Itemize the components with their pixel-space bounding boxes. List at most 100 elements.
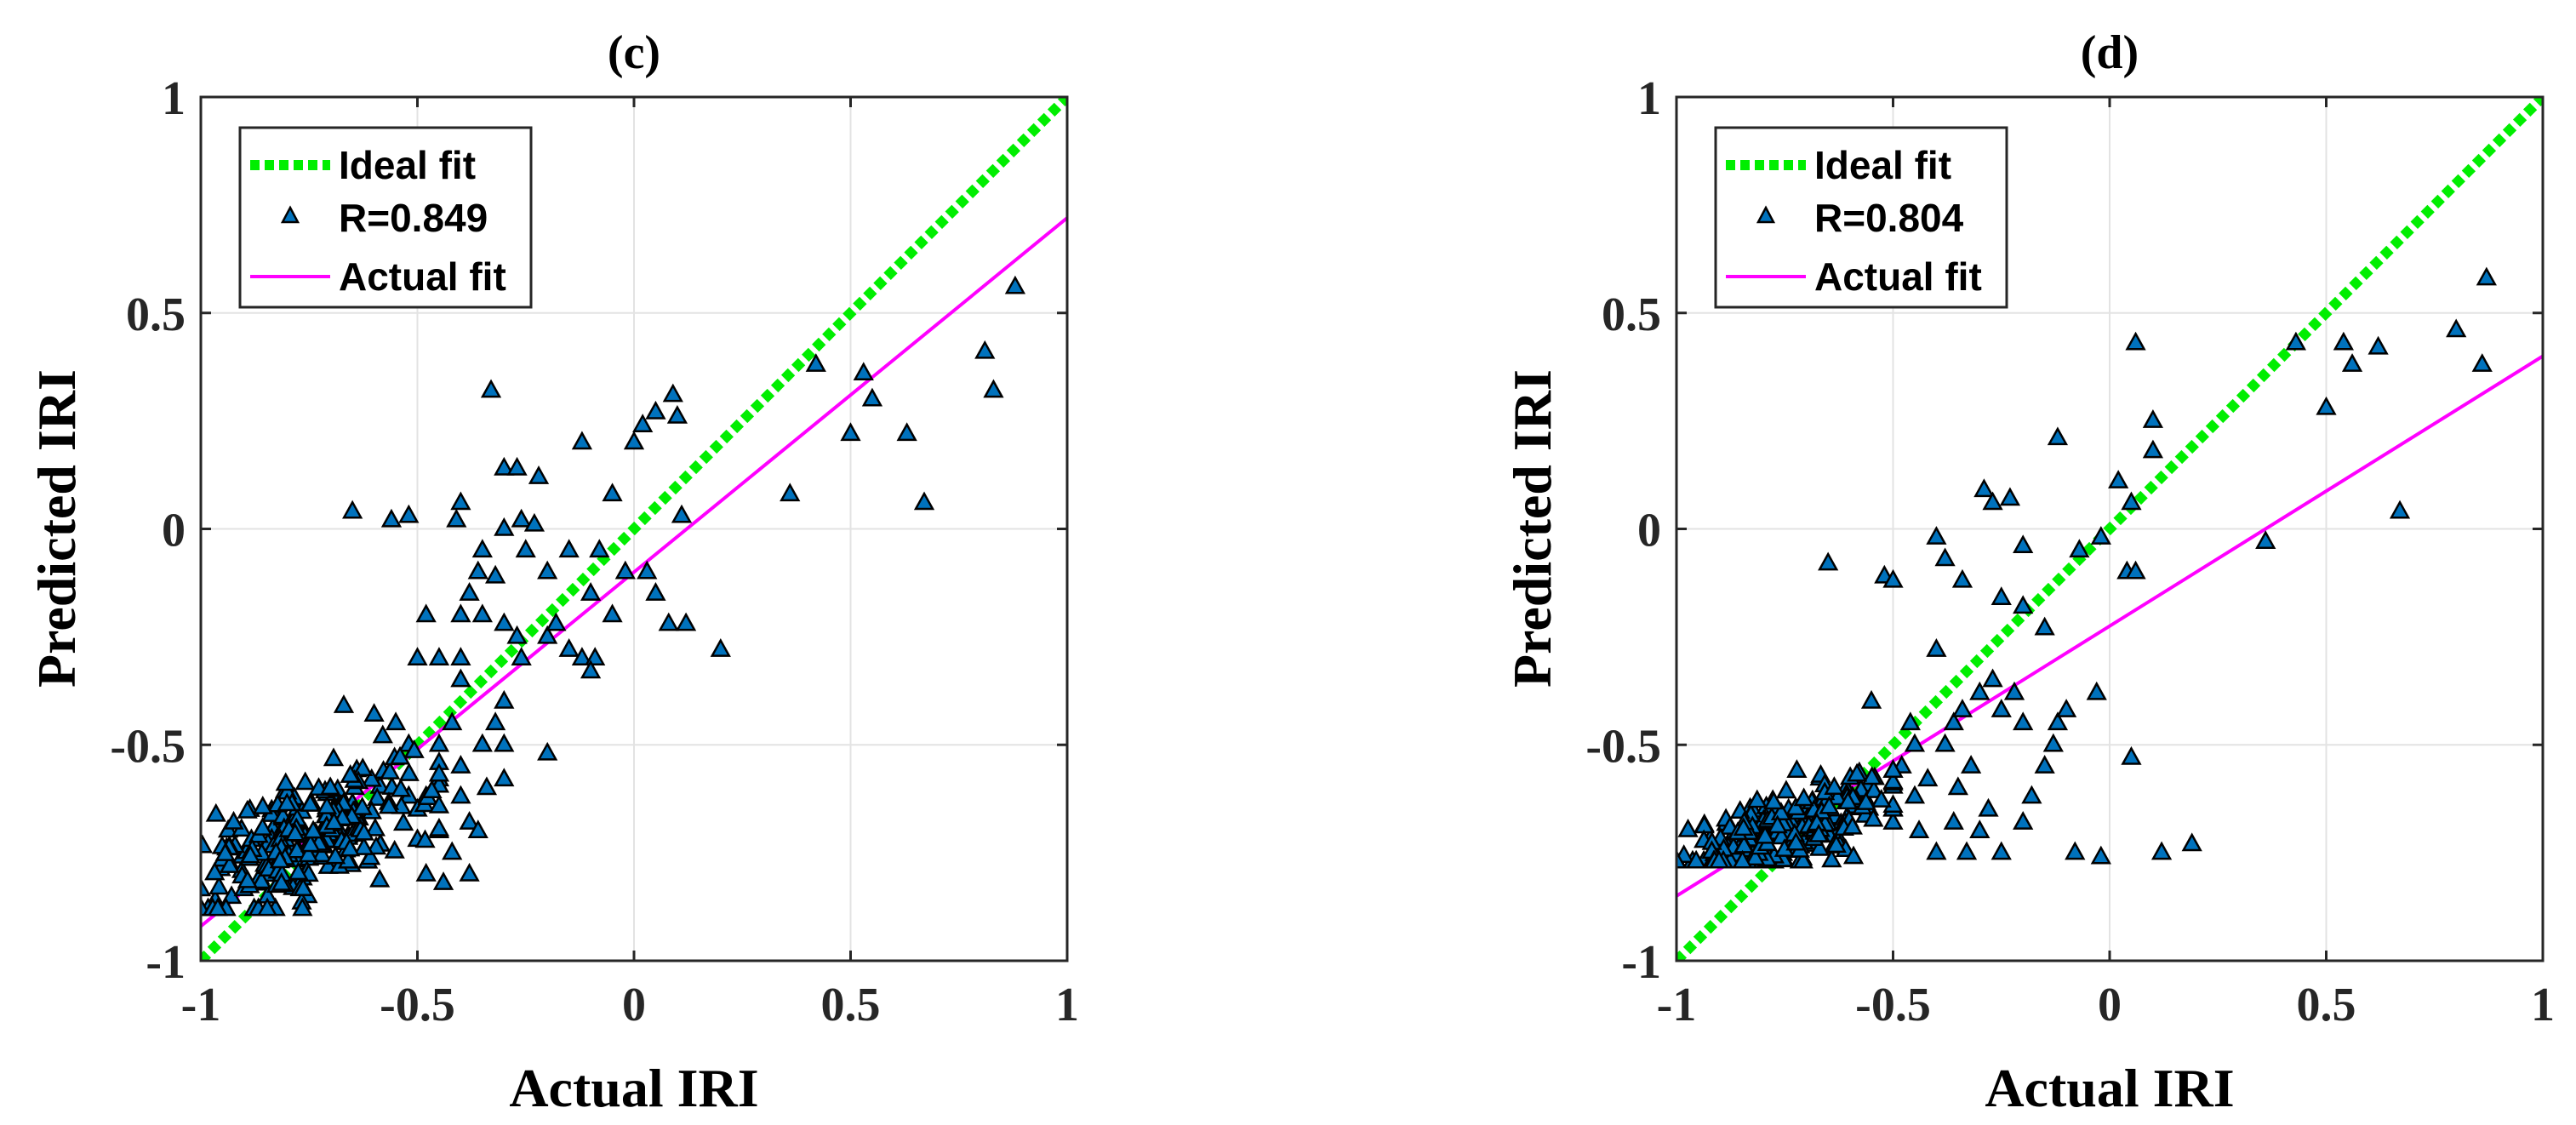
data-point <box>398 762 420 781</box>
data-point <box>1951 699 1973 717</box>
data-point <box>392 812 414 831</box>
data-point <box>780 483 801 502</box>
y-tick-label: 0 <box>162 505 186 557</box>
data-point <box>484 711 506 731</box>
y-tick-label: -0.5 <box>1585 720 1661 773</box>
data-point <box>1860 689 1882 709</box>
data-point <box>2150 841 2173 860</box>
legend-r-value-label: R=0.804 <box>1814 196 1964 240</box>
data-point <box>1991 586 2012 605</box>
data-point <box>1861 766 1882 785</box>
y-tick-label: 0 <box>1637 505 1661 557</box>
data-point <box>300 833 322 853</box>
data-point <box>861 387 883 407</box>
data-point <box>484 564 506 584</box>
data-point <box>340 837 361 857</box>
data-point <box>494 612 515 631</box>
data-point <box>2333 331 2354 351</box>
data-point <box>1969 681 1991 700</box>
data-point <box>1708 849 1730 869</box>
data-point <box>1882 759 1904 778</box>
data-point <box>2013 811 2034 830</box>
data-point <box>208 876 230 895</box>
data-point <box>2034 755 2055 774</box>
data-point <box>1926 526 1947 545</box>
data-point <box>1004 275 1026 294</box>
data-point <box>1775 780 1797 799</box>
legend: Ideal fit R=0.804 Actual fit <box>1714 126 2008 309</box>
y-tick-label: -0.5 <box>110 720 186 773</box>
data-point <box>252 796 273 814</box>
data-point <box>853 362 874 381</box>
chart-title: (d) <box>2081 26 2139 79</box>
data-point <box>515 539 536 558</box>
data-point <box>2021 785 2042 804</box>
data-point <box>974 340 996 359</box>
chart-panel-d: -1 -0.5 0 0.5 1 -1 -0.5 0 0.5 1 (d) Actual IRI Pr… <box>1502 26 2555 1118</box>
data-point <box>415 603 437 623</box>
data-point <box>1943 711 1964 731</box>
x-tick-label: 1 <box>1055 979 1079 1031</box>
data-point <box>2013 711 2034 731</box>
data-point <box>1882 770 1904 790</box>
data-point <box>269 849 290 869</box>
data-point <box>1904 733 1926 752</box>
data-point <box>384 839 405 859</box>
chart-title: (c) <box>608 26 660 79</box>
data-point <box>602 603 623 623</box>
data-point <box>380 508 403 528</box>
x-axis-label: Actual IRI <box>1985 1058 2234 1118</box>
data-point <box>2255 530 2276 549</box>
data-point <box>361 768 382 787</box>
data-point <box>710 638 731 657</box>
data-point <box>511 508 532 528</box>
y-axis-label: Predicted IRI <box>1502 369 1562 688</box>
data-point <box>365 836 387 855</box>
data-point <box>446 508 467 528</box>
legend: Ideal fit R=0.849 Actual fit <box>238 126 533 309</box>
data-point <box>528 465 550 484</box>
data-point <box>2341 353 2363 372</box>
data-point <box>219 854 240 873</box>
data-point <box>471 539 493 558</box>
data-point <box>2047 711 2069 731</box>
data-point <box>476 776 498 796</box>
data-point <box>415 862 437 882</box>
x-axis-label: Actual IRI <box>509 1058 758 1118</box>
data-point <box>494 733 515 752</box>
data-point <box>580 582 602 601</box>
data-point <box>1676 849 1688 869</box>
data-point <box>1999 487 2021 506</box>
data-point <box>302 819 324 839</box>
data-point <box>662 383 683 403</box>
data-point <box>450 755 471 774</box>
data-point <box>2476 266 2497 286</box>
data-point <box>1842 815 1863 835</box>
data-point <box>340 764 361 783</box>
data-point <box>323 811 345 831</box>
data-point <box>428 647 450 665</box>
data-point <box>1863 780 1885 798</box>
data-point <box>571 431 593 450</box>
legend-points-marker <box>280 205 300 224</box>
data-point <box>342 500 363 519</box>
data-point <box>442 711 463 731</box>
data-point <box>537 560 558 580</box>
scatter-points <box>1676 266 2497 869</box>
data-point <box>293 877 314 896</box>
data-point <box>450 668 471 688</box>
legend-points-marker <box>1756 205 1776 224</box>
data-point <box>323 747 345 767</box>
data-point <box>1685 849 1707 869</box>
data-point <box>1956 841 1978 860</box>
data-point <box>292 897 313 917</box>
data-point <box>351 797 373 815</box>
data-point <box>494 768 515 787</box>
x-tick-label: 0 <box>2098 979 2122 1031</box>
data-point <box>1755 825 1776 844</box>
data-point <box>271 871 292 891</box>
data-point <box>2316 396 2337 415</box>
data-point <box>589 539 610 558</box>
data-point <box>1899 711 1921 731</box>
data-point <box>1745 847 1766 866</box>
